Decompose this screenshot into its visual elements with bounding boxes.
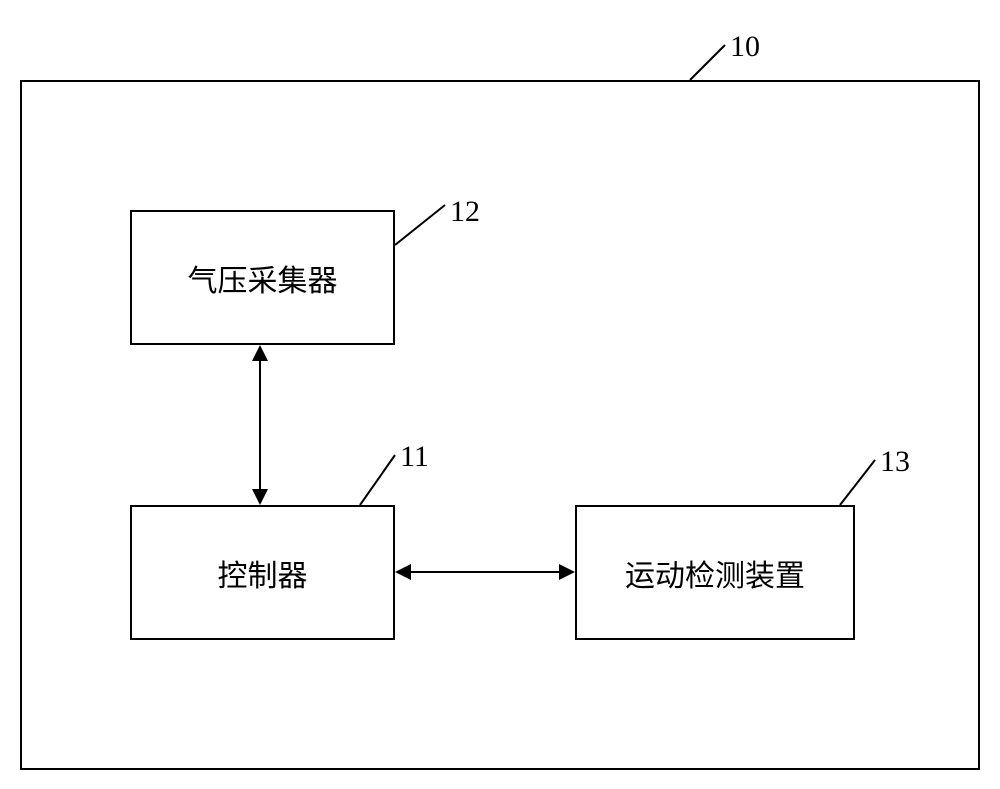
ref-label-12: 12 xyxy=(450,195,480,229)
block-controller: 控制器 xyxy=(130,505,395,640)
outer-container xyxy=(20,80,980,770)
block-pressure-collector: 气压采集器 xyxy=(130,210,395,345)
block-controller-label: 控制器 xyxy=(218,551,308,595)
ref-label-13: 13 xyxy=(880,445,910,479)
block-motion-detector: 运动检测装置 xyxy=(575,505,855,640)
block-motion-label: 运动检测装置 xyxy=(625,551,805,595)
ref-label-11: 11 xyxy=(400,440,429,474)
ref-label-10: 10 xyxy=(730,30,760,64)
block-pressure-label: 气压采集器 xyxy=(188,256,338,300)
